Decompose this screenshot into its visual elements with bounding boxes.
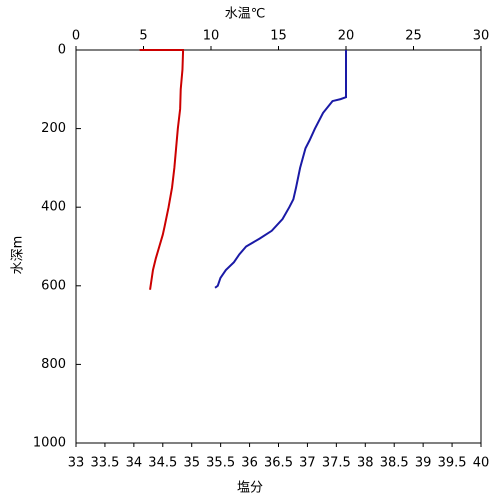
x2-tick-label: 20: [338, 29, 355, 44]
x-tick-label: 38: [357, 456, 374, 471]
x-tick-label: 35: [183, 456, 200, 471]
x-tick-label: 35.5: [206, 456, 235, 471]
y-tick-label: 1000: [33, 436, 66, 451]
profile-line: [214, 50, 347, 289]
x-tick-label: 33: [68, 456, 85, 471]
x-tick-label: 40: [473, 456, 490, 471]
x-tick-label: 33.5: [90, 456, 119, 471]
y-tick-label: 600: [41, 278, 66, 293]
x-tick-label: 34.5: [148, 456, 177, 471]
x2-tick-label: 0: [72, 29, 80, 44]
x2-tick-label: 10: [203, 29, 220, 44]
y-axis-label: 水深m: [11, 236, 26, 275]
x-tick-label: 36: [241, 456, 258, 471]
y-tick-label: 400: [41, 200, 66, 215]
x-tick-label: 39.5: [438, 456, 467, 471]
y-tick-label: 0: [58, 43, 66, 58]
x2-tick-label: 15: [270, 29, 287, 44]
bottom-axis-label: 塩分: [237, 481, 263, 496]
y-tick-label: 800: [41, 357, 66, 372]
x2-tick-label: 25: [405, 29, 422, 44]
y-tick-label: 200: [41, 121, 66, 136]
plot-frame: [75, 49, 482, 444]
x-tick-label: 36.5: [264, 456, 293, 471]
profile-line: [139, 49, 185, 290]
x2-tick-label: 5: [139, 29, 147, 44]
x-tick-label: 34: [126, 456, 143, 471]
x-tick-label: 37.5: [322, 456, 351, 471]
x2-tick-label: 30: [473, 29, 490, 44]
x-tick-label: 39: [415, 456, 432, 471]
x-tick-label: 37: [299, 456, 316, 471]
x-tick-label: 38.5: [380, 456, 409, 471]
top-axis-label: 水温℃: [225, 7, 266, 22]
